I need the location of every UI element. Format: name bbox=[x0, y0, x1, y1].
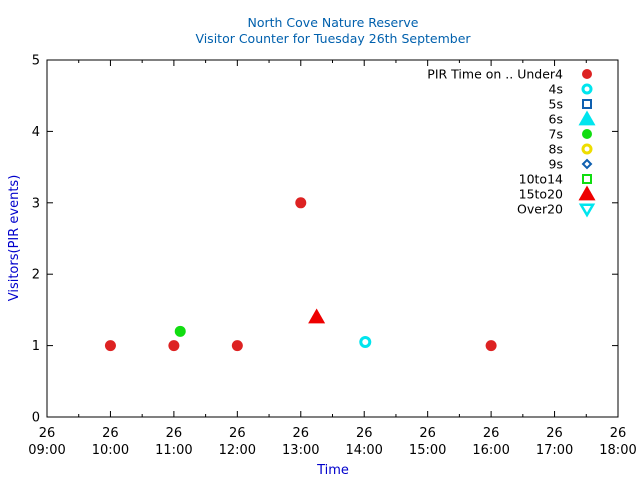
x-tick-label-day: 26 bbox=[39, 426, 56, 441]
x-tick-label: 16:00 bbox=[472, 443, 509, 458]
legend-label: 6s bbox=[549, 112, 563, 127]
legend-label: 9s bbox=[549, 157, 563, 172]
x-tick-label: 14:00 bbox=[345, 443, 382, 458]
y-tick-label: 2 bbox=[32, 268, 40, 283]
data-point bbox=[485, 340, 497, 352]
x-tick-label-day: 26 bbox=[293, 426, 310, 441]
y-tick-label: 4 bbox=[32, 125, 40, 140]
legend-marker bbox=[582, 174, 592, 184]
x-tick-label-day: 26 bbox=[483, 426, 500, 441]
legend-marker bbox=[581, 83, 593, 95]
legend-label: 10to14 bbox=[519, 172, 563, 187]
data-point bbox=[295, 197, 307, 209]
x-tick-label: 15:00 bbox=[409, 443, 446, 458]
chart-title-line1: North Cove Nature Reserve bbox=[248, 15, 419, 30]
data-point bbox=[231, 340, 243, 352]
x-tick-label-day: 26 bbox=[546, 426, 563, 441]
legend-marker bbox=[582, 69, 592, 79]
legend-marker bbox=[582, 99, 592, 109]
data-point bbox=[174, 325, 186, 337]
legend-marker bbox=[578, 185, 596, 201]
x-tick-label: 13:00 bbox=[282, 443, 319, 458]
x-axis-label: Time bbox=[316, 463, 349, 478]
data-point bbox=[308, 308, 326, 324]
y-axis-label: Visitors(PIR events) bbox=[7, 175, 22, 302]
data-point bbox=[168, 340, 180, 352]
x-tick-label-day: 26 bbox=[102, 426, 119, 441]
x-axis: 26 09:00 26 10:00 26 11:00 26 12:00 26 13:00 26 14:… bbox=[28, 60, 637, 458]
legend-label: 5s bbox=[549, 97, 563, 112]
legend-label: 8s bbox=[549, 142, 563, 157]
legend-marker bbox=[582, 129, 592, 139]
x-tick-label-day: 26 bbox=[610, 426, 627, 441]
x-tick-label-day: 26 bbox=[419, 426, 436, 441]
legend-marker bbox=[578, 110, 596, 126]
legend-label: PIR Time on .. Under4 bbox=[427, 67, 563, 82]
y-tick-label: 0 bbox=[32, 411, 40, 426]
data-points bbox=[104, 197, 497, 352]
y-axis: 0 1 2 3 4 5 bbox=[32, 54, 618, 426]
legend-label: 4s bbox=[549, 82, 563, 97]
x-tick-label-day: 26 bbox=[229, 426, 246, 441]
x-tick-label: 10:00 bbox=[92, 443, 129, 458]
x-tick-label-day: 26 bbox=[166, 426, 183, 441]
legend-marker bbox=[581, 143, 593, 155]
x-tick-label: 18:00 bbox=[599, 443, 636, 458]
x-tick-label: 09:00 bbox=[28, 443, 65, 458]
legend-marker bbox=[581, 158, 593, 170]
legend: PIR Time on .. Under44s5s6s7s8s9s10to141… bbox=[427, 67, 596, 218]
legend-label: 7s bbox=[549, 127, 563, 142]
plot-area-border bbox=[46, 59, 619, 418]
legend-label: Over20 bbox=[517, 202, 563, 217]
x-tick-label-day: 26 bbox=[356, 426, 373, 441]
legend-label: 15to20 bbox=[519, 187, 563, 202]
y-tick-label: 5 bbox=[32, 54, 40, 69]
legend-marker bbox=[578, 203, 596, 218]
data-point bbox=[359, 336, 372, 349]
y-tick-label: 3 bbox=[32, 196, 40, 211]
x-tick-label: 11:00 bbox=[155, 443, 192, 458]
y-tick-label: 1 bbox=[32, 339, 40, 354]
x-tick-label: 17:00 bbox=[536, 443, 573, 458]
x-tick-label: 12:00 bbox=[219, 443, 256, 458]
chart-title-line2: Visitor Counter for Tuesday 26th Septemb… bbox=[195, 31, 471, 46]
data-point bbox=[104, 340, 116, 352]
